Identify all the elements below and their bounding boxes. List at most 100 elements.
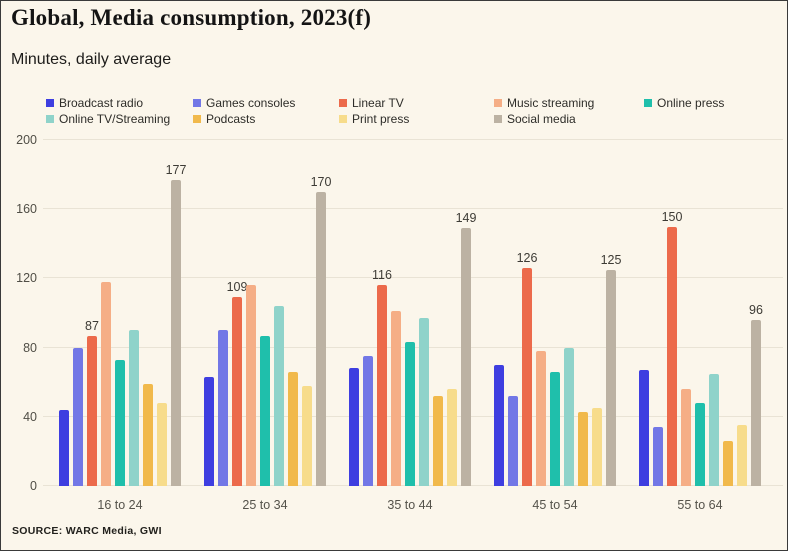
bar-print-press-55-to-64 bbox=[737, 425, 747, 486]
bar-print-press-35-to-44 bbox=[447, 389, 457, 486]
legend-item-podcasts: Podcasts bbox=[193, 111, 339, 126]
bar-online-tv-streaming-25-to-34 bbox=[274, 306, 284, 486]
chart-title: Global, Media consumption, 2023(f) bbox=[11, 5, 372, 30]
legend-swatch-linear-tv bbox=[339, 98, 347, 107]
bar-games-consoles-35-to-44 bbox=[363, 356, 373, 486]
legend-swatch-online-tv-streaming bbox=[46, 114, 54, 123]
bar-online-tv-streaming-35-to-44 bbox=[419, 318, 429, 486]
legend-label-social-media: Social media bbox=[507, 111, 576, 126]
y-axis-label-0: 0 bbox=[30, 479, 37, 493]
legend-swatch-games-consoles bbox=[193, 98, 201, 107]
bar-broadcast-radio-55-to-64 bbox=[639, 370, 649, 486]
legend-item-music-streaming: Music streaming bbox=[494, 95, 644, 110]
bar-broadcast-radio-45-to-54 bbox=[494, 364, 504, 486]
gridline-120 bbox=[43, 277, 783, 279]
legend-label-games-consoles: Games consoles bbox=[206, 95, 296, 110]
bar-group-45-to-54: 126 125 bbox=[494, 140, 621, 486]
y-axis-label-40: 40 bbox=[23, 409, 37, 424]
value-label-social-media-16-to-24: 177 bbox=[165, 162, 187, 177]
legend-item-print-press: Print press bbox=[339, 111, 494, 126]
value-label-social-media-45-to-54: 125 bbox=[600, 252, 622, 267]
bar-social-media-35-to-44: 149 bbox=[456, 211, 476, 486]
x-axis-label-55-to-64: 55 to 64 bbox=[677, 498, 723, 512]
bar-music-streaming-45-to-54 bbox=[536, 351, 546, 486]
bar-online-press-25-to-34 bbox=[260, 335, 270, 486]
x-axis-label-25-to-34: 25 to 34 bbox=[242, 498, 288, 512]
legend-swatch-music-streaming bbox=[494, 98, 502, 107]
legend-swatch-broadcast-radio bbox=[46, 98, 54, 107]
value-label-linear-tv-25-to-34: 109 bbox=[226, 280, 248, 295]
gridline-160 bbox=[43, 208, 783, 210]
legend-swatch-podcasts bbox=[193, 114, 201, 123]
bar-linear-tv-16-to-24: 87 bbox=[85, 319, 99, 486]
bar-online-press-55-to-64 bbox=[695, 402, 705, 486]
bar-social-media-45-to-54: 125 bbox=[601, 253, 621, 486]
legend-label-podcasts: Podcasts bbox=[206, 111, 256, 126]
value-label-social-media-55-to-64: 96 bbox=[749, 302, 763, 317]
bar-games-consoles-55-to-64 bbox=[653, 427, 663, 486]
legend-label-music-streaming: Music streaming bbox=[507, 95, 595, 110]
bar-group-35-to-44: 116 149 bbox=[349, 140, 476, 486]
bar-online-press-45-to-54 bbox=[550, 371, 560, 486]
bar-social-media-25-to-34: 170 bbox=[311, 175, 331, 486]
x-axis-label-35-to-44: 35 to 44 bbox=[387, 498, 433, 512]
bar-print-press-16-to-24 bbox=[157, 402, 167, 486]
legend: Broadcast radio Games consoles Linear TV Mu… bbox=[46, 95, 779, 126]
legend-swatch-social-media bbox=[494, 114, 502, 123]
bar-online-tv-streaming-55-to-64 bbox=[709, 373, 719, 486]
bar-podcasts-25-to-34 bbox=[288, 371, 298, 486]
bar-music-streaming-55-to-64 bbox=[681, 389, 691, 486]
legend-item-online-press: Online press bbox=[644, 95, 779, 110]
legend-label-broadcast-radio: Broadcast radio bbox=[59, 95, 144, 110]
legend-swatch-online-press bbox=[644, 98, 652, 107]
bar-print-press-45-to-54 bbox=[592, 408, 602, 486]
value-label-linear-tv-45-to-54: 126 bbox=[516, 251, 538, 266]
bar-podcasts-55-to-64 bbox=[723, 441, 733, 486]
bar-broadcast-radio-16-to-24 bbox=[59, 409, 69, 486]
legend-item-linear-tv: Linear TV bbox=[339, 95, 494, 110]
x-axis-label-16-to-24: 16 to 24 bbox=[97, 498, 143, 512]
bar-linear-tv-35-to-44: 116 bbox=[372, 268, 392, 486]
bar-group-55-to-64: 150 96 bbox=[639, 140, 763, 486]
legend-item-games-consoles: Games consoles bbox=[193, 95, 339, 110]
bar-group-16-to-24: 87 177 bbox=[59, 140, 186, 486]
bar-games-consoles-16-to-24 bbox=[73, 347, 83, 486]
bar-music-streaming-35-to-44 bbox=[391, 311, 401, 486]
bar-linear-tv-55-to-64: 150 bbox=[662, 210, 682, 486]
bar-podcasts-16-to-24 bbox=[143, 383, 153, 486]
value-label-social-media-25-to-34: 170 bbox=[310, 174, 332, 189]
bar-podcasts-45-to-54 bbox=[578, 411, 588, 486]
legend-item-online-tv-streaming: Online TV/Streaming bbox=[46, 111, 193, 126]
plot-area: 0 40 80 120 160 200 87 177 16 to 24 109 170 25 to 3… bbox=[16, 133, 783, 512]
bar-broadcast-radio-35-to-44 bbox=[349, 368, 359, 486]
bar-games-consoles-45-to-54 bbox=[508, 396, 518, 486]
bar-group-25-to-34: 109 170 bbox=[204, 140, 331, 486]
y-axis-label-200: 200 bbox=[16, 133, 37, 147]
value-label-social-media-35-to-44: 149 bbox=[455, 211, 477, 226]
legend-label-online-tv-streaming: Online TV/Streaming bbox=[59, 111, 171, 126]
bar-linear-tv-25-to-34: 109 bbox=[227, 280, 247, 486]
value-label-linear-tv-35-to-44: 116 bbox=[372, 268, 392, 283]
bar-online-tv-streaming-45-to-54 bbox=[564, 347, 574, 486]
bar-print-press-25-to-34 bbox=[302, 385, 312, 486]
bar-linear-tv-45-to-54: 126 bbox=[517, 251, 537, 486]
legend-item-broadcast-radio: Broadcast radio bbox=[46, 95, 193, 110]
y-axis-label-80: 80 bbox=[23, 340, 37, 355]
y-axis-label-160: 160 bbox=[16, 202, 37, 217]
bar-online-press-35-to-44 bbox=[405, 342, 415, 486]
gridline-200 bbox=[43, 139, 783, 140]
bar-social-media-55-to-64: 96 bbox=[749, 303, 763, 486]
bar-online-tv-streaming-16-to-24 bbox=[129, 330, 139, 486]
x-axis-label-45-to-54: 45 to 54 bbox=[532, 498, 578, 512]
bar-podcasts-35-to-44 bbox=[433, 396, 443, 486]
chart-subtitle: Minutes, daily average bbox=[11, 51, 172, 68]
legend-label-linear-tv: Linear TV bbox=[352, 95, 404, 110]
y-axis-label-120: 120 bbox=[16, 271, 37, 286]
bar-broadcast-radio-25-to-34 bbox=[204, 377, 214, 486]
bar-music-streaming-25-to-34 bbox=[246, 285, 256, 486]
legend-label-online-press: Online press bbox=[657, 95, 725, 110]
value-label-linear-tv-55-to-64: 150 bbox=[661, 209, 683, 224]
bar-games-consoles-25-to-34 bbox=[218, 330, 228, 486]
bar-online-press-16-to-24 bbox=[115, 359, 125, 486]
